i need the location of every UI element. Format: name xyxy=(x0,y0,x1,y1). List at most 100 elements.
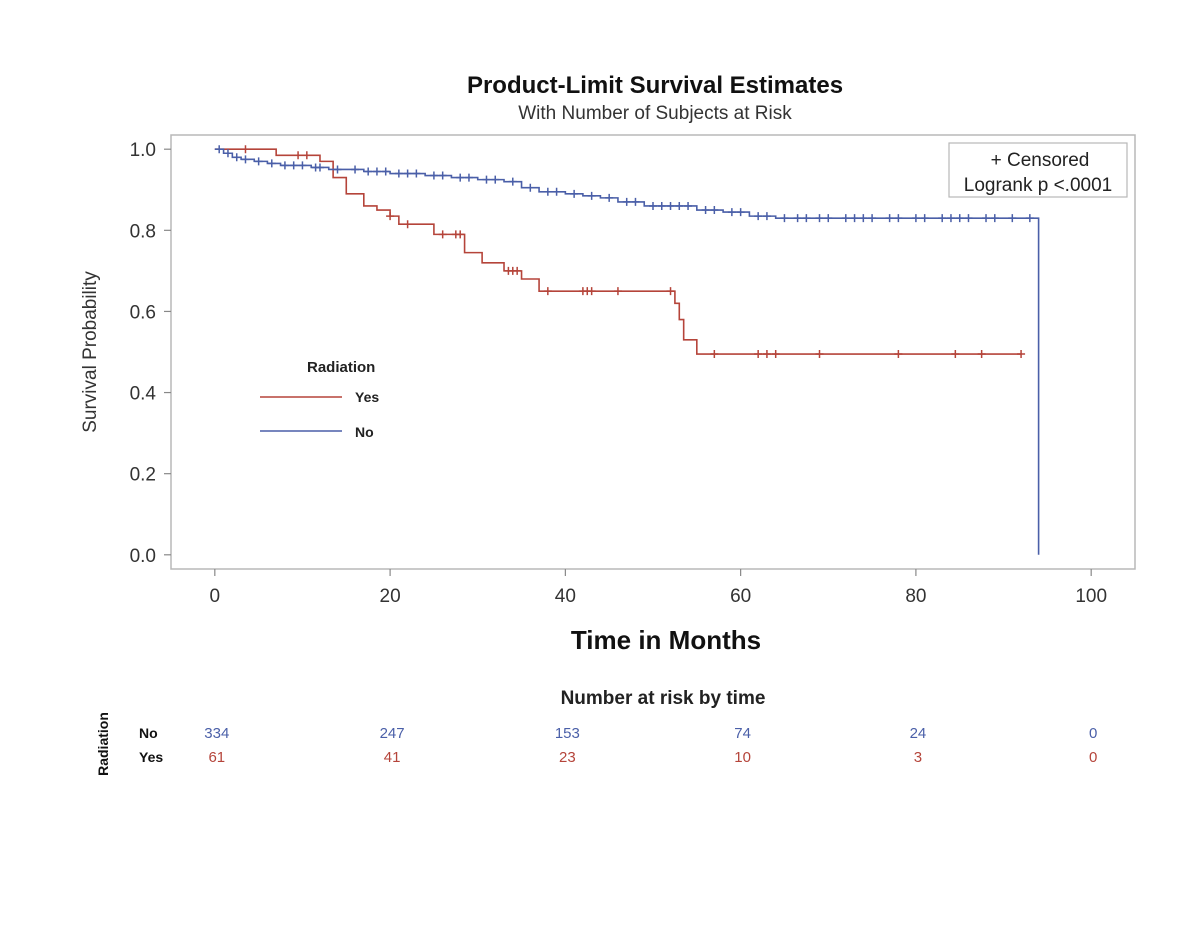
risk-table-group-label: Radiation xyxy=(95,712,111,776)
survival-line-yes xyxy=(214,148,1022,355)
censor-mark-no xyxy=(982,214,991,223)
censor-mark-no xyxy=(241,155,250,164)
censor-mark-yes xyxy=(666,287,675,296)
survival-line-no xyxy=(214,148,1040,555)
y-tick-label: 0.2 xyxy=(130,465,156,486)
censor-mark-no xyxy=(1025,214,1034,223)
censor-mark-no xyxy=(841,214,850,223)
censor-mark-yes xyxy=(241,145,250,154)
y-tick-label: 0.8 xyxy=(130,221,156,242)
censor-mark-no xyxy=(587,191,596,200)
censor-mark-no xyxy=(526,183,535,192)
y-axis-label: Survival Probability xyxy=(80,271,101,433)
x-tick-label: 60 xyxy=(730,586,751,607)
censor-mark-no xyxy=(491,175,500,184)
censor-mark-yes xyxy=(977,350,986,359)
group-legend-title: Radiation xyxy=(307,359,375,376)
censor-mark-yes xyxy=(710,350,719,359)
censor-mark-no xyxy=(710,206,719,215)
censor-mark-no xyxy=(364,167,373,176)
x-tick-label: 80 xyxy=(905,586,926,607)
censor-mark-no xyxy=(701,206,710,215)
risk-table-rows: No 334 247 153 74 24 0 Yes 61 41 23 10 3 0 xyxy=(139,725,1097,766)
censor-mark-yes xyxy=(1017,350,1026,359)
censor-mark-no xyxy=(232,153,241,162)
chart-title: Product-Limit Survival Estimates xyxy=(467,72,843,99)
risk-value-no: 153 xyxy=(555,725,580,742)
censor-mark-no xyxy=(675,201,684,210)
censor-mark-no xyxy=(552,187,561,196)
censor-mark-no xyxy=(657,201,666,210)
censor-mark-no xyxy=(351,165,360,174)
risk-value-yes: 61 xyxy=(208,749,225,766)
censor-mark-no xyxy=(754,212,763,221)
censor-mark-yes xyxy=(294,151,303,160)
censor-mark-yes xyxy=(771,350,780,359)
censor-mark-no xyxy=(482,175,491,184)
censor-mark-no xyxy=(570,189,579,198)
censor-mark-no xyxy=(946,214,955,223)
censor-mark-yes xyxy=(613,287,622,296)
censor-mark-no xyxy=(964,214,973,223)
legend-no-label: No xyxy=(355,424,374,440)
censor-mark-no xyxy=(289,161,298,170)
group-legend: Radiation Yes No xyxy=(260,359,379,440)
censor-mark-no xyxy=(333,165,342,174)
risk-value-yes: 3 xyxy=(914,749,922,766)
censor-mark-no xyxy=(920,214,929,223)
censor-mark-yes xyxy=(894,350,903,359)
y-axis: 0.0 0.2 0.4 0.6 0.8 1.0 xyxy=(130,140,171,567)
censor-mark-yes xyxy=(386,212,395,221)
censor-mark-yes xyxy=(302,151,311,160)
censor-mark-no xyxy=(780,214,789,223)
risk-value-no: 334 xyxy=(204,725,229,742)
censor-mark-no xyxy=(850,214,859,223)
censor-mark-no xyxy=(631,197,640,206)
logrank-label: Logrank p <.0001 xyxy=(964,175,1112,196)
censor-mark-no xyxy=(223,149,232,158)
censor-mark-no xyxy=(824,214,833,223)
risk-value-no: 24 xyxy=(910,725,927,742)
censor-mark-no xyxy=(938,214,947,223)
censor-mark-no xyxy=(543,187,552,196)
censor-mark-no xyxy=(955,214,964,223)
censor-mark-no xyxy=(464,173,473,182)
x-axis: 0 20 40 60 80 100 xyxy=(210,569,1107,607)
x-tick-label: 40 xyxy=(555,586,576,607)
y-tick-label: 0.6 xyxy=(130,302,156,323)
censor-mark-yes xyxy=(815,350,824,359)
x-tick-label: 100 xyxy=(1075,586,1107,607)
censor-mark-no xyxy=(1008,214,1017,223)
censor-mark-no xyxy=(381,167,390,176)
risk-value-no: 247 xyxy=(380,725,405,742)
censor-mark-yes xyxy=(587,287,596,296)
risk-value-yes: 23 xyxy=(559,749,576,766)
censor-mark-no xyxy=(802,214,811,223)
censor-mark-no xyxy=(990,214,999,223)
risk-row-label-yes: Yes xyxy=(139,749,163,765)
censor-mark-no xyxy=(727,208,736,217)
chart-subtitle: With Number of Subjects at Risk xyxy=(518,103,792,124)
censor-mark-no xyxy=(215,145,224,154)
x-tick-label: 0 xyxy=(210,586,221,607)
censor-mark-no xyxy=(815,214,824,223)
risk-value-yes: 0 xyxy=(1089,749,1097,766)
censor-mark-no xyxy=(859,214,868,223)
x-axis-label: Time in Months xyxy=(571,625,761,655)
censor-mark-no xyxy=(412,169,421,178)
censor-mark-yes xyxy=(456,230,465,239)
plot-frame xyxy=(170,134,1136,570)
censor-mark-yes xyxy=(951,350,960,359)
censor-mark-no xyxy=(429,171,438,180)
censor-mark-no xyxy=(508,177,517,186)
inset-legend-box xyxy=(948,142,1128,198)
censor-mark-no xyxy=(438,171,447,180)
censor-mark-no xyxy=(894,214,903,223)
y-tick-label: 1.0 xyxy=(130,140,156,161)
censor-mark-no xyxy=(280,161,289,170)
censor-mark-no xyxy=(605,193,614,202)
risk-value-no: 74 xyxy=(734,725,751,742)
risk-table-title: Number at risk by time xyxy=(561,688,766,709)
censor-mark-no xyxy=(394,169,403,178)
